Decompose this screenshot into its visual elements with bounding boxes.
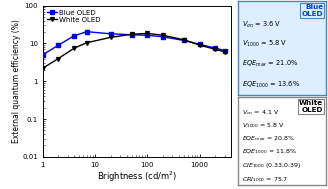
X-axis label: Brightness (cd/m$^2$): Brightness (cd/m$^2$): [97, 169, 177, 184]
Text: $V_{on}$ = 3.6 V: $V_{on}$ = 3.6 V: [242, 20, 282, 30]
Blue OLED: [130, 34, 133, 36]
Y-axis label: External quantum efficiency (%): External quantum efficiency (%): [11, 19, 21, 143]
Blue OLED: [109, 33, 113, 35]
Blue OLED: [223, 49, 227, 52]
White OLED: [109, 36, 113, 39]
White OLED: [41, 67, 45, 70]
Text: Blue
OLED: Blue OLED: [301, 4, 323, 17]
Blue OLED: [72, 35, 76, 37]
White OLED: [56, 57, 60, 60]
White OLED: [85, 42, 89, 44]
Blue OLED: [56, 44, 60, 46]
Text: $CIE_{1000}$ (0.33,0.39): $CIE_{1000}$ (0.33,0.39): [242, 161, 302, 170]
Text: $V_{1000}$ = 5.8 V: $V_{1000}$ = 5.8 V: [242, 38, 288, 49]
Text: $CRI_{1000}$ = 75.7: $CRI_{1000}$ = 75.7: [242, 175, 288, 184]
White OLED: [72, 47, 76, 49]
Text: $V_{1000}$ = 5.8 V: $V_{1000}$ = 5.8 V: [242, 121, 285, 130]
Blue OLED: [161, 36, 165, 38]
Blue OLED: [145, 34, 149, 36]
Legend: Blue OLED, White OLED: Blue OLED, White OLED: [46, 9, 101, 24]
Line: White OLED: White OLED: [41, 31, 227, 70]
Text: $V_{on}$ = 4.1 V: $V_{on}$ = 4.1 V: [242, 108, 279, 117]
White OLED: [130, 33, 133, 35]
Text: $EQE_{1000}$ = 11.8%: $EQE_{1000}$ = 11.8%: [242, 147, 297, 156]
Text: White
OLED: White OLED: [299, 100, 323, 113]
Blue OLED: [198, 43, 202, 45]
White OLED: [161, 34, 165, 36]
Line: Blue OLED: Blue OLED: [41, 30, 227, 57]
White OLED: [198, 44, 202, 46]
White OLED: [145, 32, 149, 35]
White OLED: [223, 51, 227, 53]
Text: $EQE_{max}$ = 21.0%: $EQE_{max}$ = 21.0%: [242, 59, 298, 69]
Text: $EQE_{1000}$ = 13.6%: $EQE_{1000}$ = 13.6%: [242, 80, 300, 90]
Blue OLED: [182, 39, 186, 42]
White OLED: [214, 48, 217, 50]
Blue OLED: [41, 54, 45, 56]
White OLED: [182, 39, 186, 41]
Blue OLED: [85, 31, 89, 33]
Text: $EQE_{max}$ = 20.8%: $EQE_{max}$ = 20.8%: [242, 134, 295, 143]
Blue OLED: [214, 47, 217, 49]
